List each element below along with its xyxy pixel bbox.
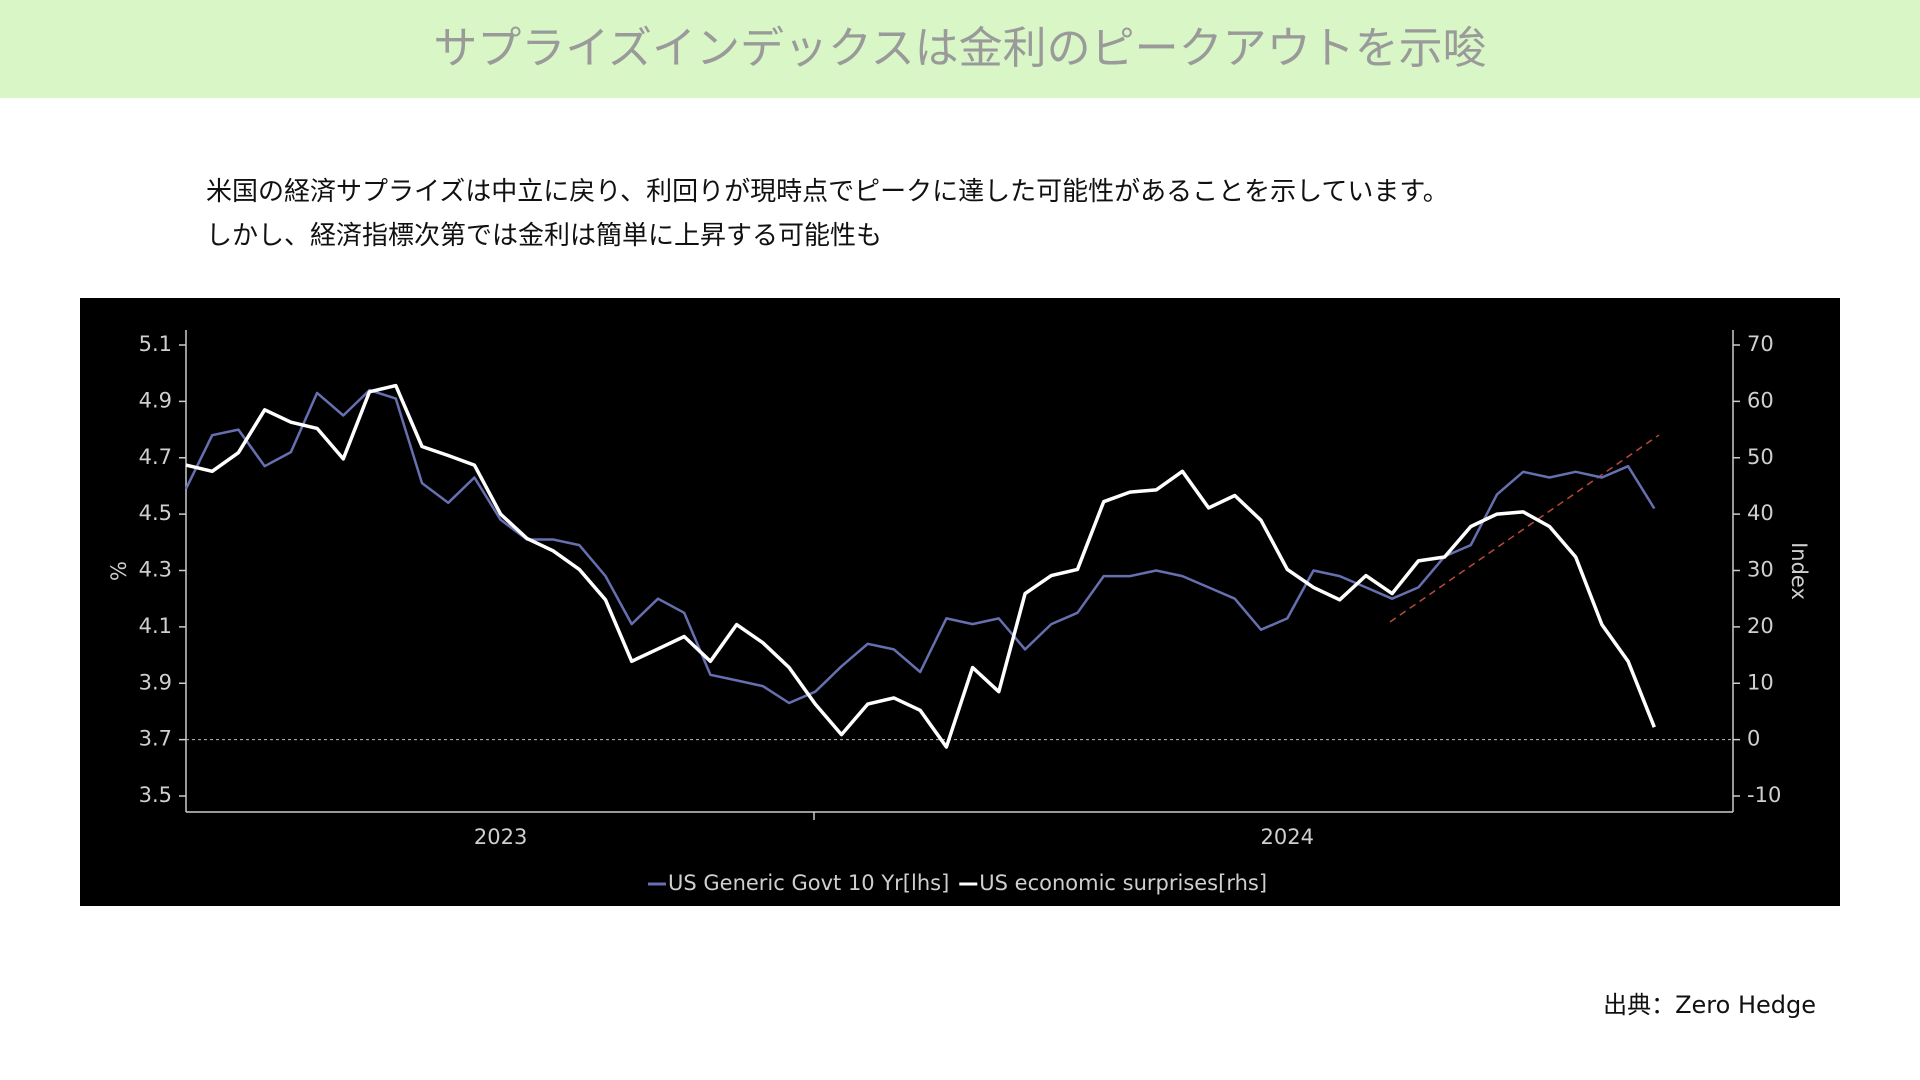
chart-background	[80, 298, 1840, 906]
body-text: 米国の経済サプライズは中立に戻り、利回りが現時点でピークに達した可能性があること…	[206, 170, 1449, 258]
y-tick-label: 4.7	[139, 445, 172, 469]
y-tick-label: 4.5	[139, 501, 172, 525]
y-tick-label: 5.1	[139, 332, 172, 356]
y2-tick-label: 50	[1747, 445, 1774, 469]
y2-tick-label: 20	[1747, 614, 1774, 638]
slide-title: サプライズインデックスは金利のピークアウトを示唆	[433, 23, 1487, 74]
series-line	[185, 383, 1656, 749]
x-tick-label: 2024	[1261, 825, 1314, 849]
trend-line	[1389, 434, 1660, 623]
y2-tick-label: 0	[1747, 727, 1760, 751]
y-tick-label: 3.7	[139, 727, 172, 751]
y-tick-label: 3.5	[139, 783, 172, 807]
y2-tick-label: 60	[1747, 388, 1774, 412]
source: 出典：Zero Hedge	[1603, 991, 1816, 1019]
y2-tick-label: 40	[1747, 501, 1774, 525]
y-tick-label: 4.1	[139, 614, 172, 638]
y-axis-label: %	[107, 561, 131, 581]
y2-tick-label: -10	[1747, 783, 1781, 807]
header: サプライズインデックスは金利のピークアウトを示唆	[0, 0, 1920, 98]
series-line	[184, 388, 1656, 705]
y2-axis-label: Index	[1787, 542, 1811, 600]
legend-label: US economic surprises[rhs]	[979, 871, 1267, 895]
legend-label: US Generic Govt 10 Yr[lhs]	[668, 871, 949, 895]
y-tick-label: 3.9	[139, 670, 172, 694]
y2-tick-label: 10	[1747, 670, 1774, 694]
x-tick-label: 2023	[474, 825, 527, 849]
y2-tick-label: 30	[1747, 558, 1774, 582]
y-tick-label: 4.9	[139, 388, 172, 412]
y-tick-label: 4.3	[139, 558, 172, 582]
body-line: 米国の経済サプライズは中立に戻り、利回りが現時点でピークに達した可能性があること…	[206, 177, 1449, 207]
y2-tick-label: 70	[1747, 332, 1774, 356]
body-line: しかし、経済指標次第では金利は簡単に上昇する可能性も	[206, 221, 883, 251]
